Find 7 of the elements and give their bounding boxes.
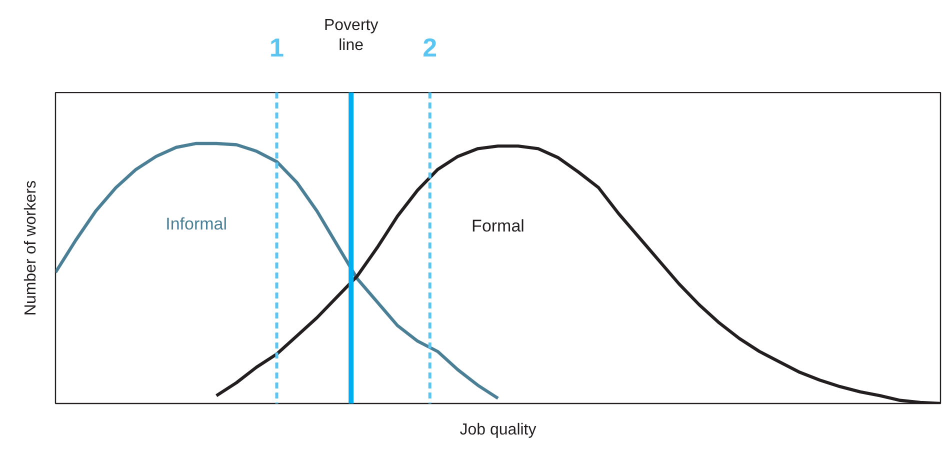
- text: Poverty line: [324, 16, 378, 54]
- text: 1: [270, 32, 284, 62]
- text: 2: [422, 32, 438, 62]
- x-axis-title: Job quality: [460, 422, 536, 438]
- text: Informal: [166, 214, 228, 234]
- y-axis-title: Number of workers: [22, 180, 40, 316]
- text: Formal: [472, 216, 524, 236]
